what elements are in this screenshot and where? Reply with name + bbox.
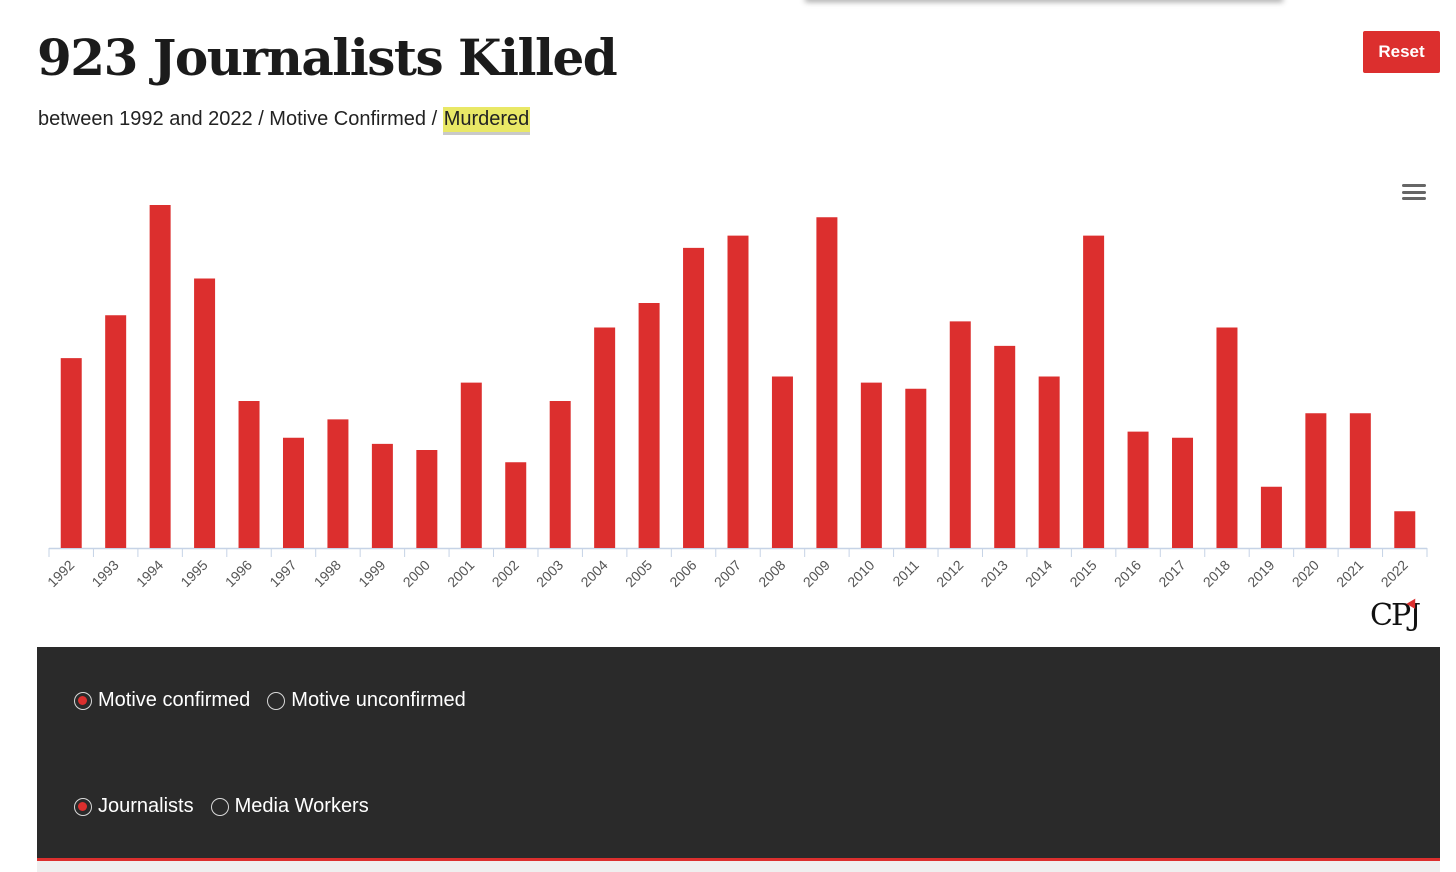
bar-2011[interactable] [905,388,927,548]
x-tick-label-2000: 2000 [400,557,433,590]
filter-panel: Motive confirmed Motive unconfirmed Jour… [37,647,1440,861]
x-tick-label-2006: 2006 [666,557,699,590]
x-tick-label-2020: 2020 [1289,557,1322,590]
x-tick-label-2019: 2019 [1244,557,1277,590]
page-title: 923 Journalists Killed [37,28,618,87]
x-tick-label-2012: 2012 [933,557,966,590]
x-tick-label-1992: 1992 [44,557,77,590]
bar-2015[interactable] [1083,235,1105,548]
bar-2002[interactable] [505,462,527,548]
bar-1993[interactable] [105,315,127,548]
radio-label: Motive unconfirmed [291,689,466,711]
bar-2005[interactable] [638,303,660,548]
radio-unselected-icon[interactable] [267,691,286,710]
x-tick-label-2022: 2022 [1378,557,1411,590]
footer-strip [37,861,1440,872]
page-subtitle: between 1992 and 2022 / Motive Confirmed… [38,107,531,135]
x-tick-label-2004: 2004 [577,557,610,590]
x-tick-label-2014: 2014 [1022,557,1055,590]
bar-2006[interactable] [683,247,705,548]
bar-1997[interactable] [282,437,304,548]
bar-1996[interactable] [238,401,260,548]
x-tick-label-1995: 1995 [177,557,210,590]
subtitle-highlight: Murdered [442,107,531,135]
cpj-logo-text: CPJ [1370,598,1421,633]
bar-2016[interactable] [1127,431,1149,548]
x-tick-label-2007: 2007 [711,557,744,590]
x-tick-label-2008: 2008 [755,557,788,590]
bar-2020[interactable] [1305,413,1327,548]
x-tick-label-1998: 1998 [311,557,344,590]
radio-unselected-icon[interactable] [210,797,229,816]
x-tick-label-2018: 2018 [1200,557,1233,590]
x-tick-label-2021: 2021 [1333,557,1366,590]
reset-button[interactable]: Reset [1363,31,1440,73]
radio-media-workers[interactable]: Media Workers [210,795,369,818]
x-tick-label-2011: 2011 [889,557,922,590]
bar-2003[interactable] [549,401,571,548]
bar-2009[interactable] [816,217,838,548]
bar-2021[interactable] [1349,413,1371,548]
radio-motive-confirmed[interactable]: Motive confirmed [74,689,250,712]
bar-2017[interactable] [1172,437,1194,548]
x-tick-label-2013: 2013 [977,557,1010,590]
bar-1994[interactable] [149,205,171,548]
x-tick-label-2015: 2015 [1066,557,1099,590]
bar-2007[interactable] [727,235,749,548]
x-tick-label-1994: 1994 [133,557,166,590]
x-tick-label-1996: 1996 [222,557,255,590]
x-tick-label-2016: 2016 [1111,557,1144,590]
bar-2014[interactable] [1038,376,1060,549]
subtitle-filters: between 1992 and 2022 / Motive Confirmed… [38,108,443,130]
bar-chart: 1992 1993 1994 1995 1996 1997 1998 1999 2000 2001… [44,205,1428,590]
bar-2018[interactable] [1216,327,1238,549]
x-tick-label-2009: 2009 [800,557,833,590]
x-tick-label-2010: 2010 [844,557,877,590]
bar-1992[interactable] [60,358,82,548]
x-tick-label-2002: 2002 [489,557,522,590]
bar-2010[interactable] [860,382,882,548]
x-tick-label-2005: 2005 [622,557,655,590]
x-tick-label-1997: 1997 [266,557,299,590]
bar-1995[interactable] [194,278,216,549]
bar-1999[interactable] [371,443,393,548]
radio-selected-icon[interactable] [74,797,92,816]
radio-label: Media Workers [234,795,369,817]
cpj-logo: CPJ [1370,596,1421,633]
role-radio-group: Journalists Media Workers [74,795,386,818]
radio-selected-icon[interactable] [74,691,92,710]
bar-2012[interactable] [949,321,971,548]
bar-2004[interactable] [594,327,616,549]
x-tick-label-2017: 2017 [1155,557,1188,590]
x-tick-label-2003: 2003 [533,557,566,590]
bar-2001[interactable] [460,382,482,548]
bar-2008[interactable] [771,376,793,549]
x-tick-label-1993: 1993 [88,557,121,590]
bar-2019[interactable] [1260,486,1282,548]
x-tick-label-2001: 2001 [444,557,477,590]
bar-1998[interactable] [327,419,349,548]
radio-journalists[interactable]: Journalists [74,795,194,818]
radio-label: Motive confirmed [98,689,251,711]
radio-label: Journalists [98,795,194,817]
x-tick-label-1999: 1999 [355,557,388,590]
radio-motive-unconfirmed[interactable]: Motive unconfirmed [267,689,466,712]
chart-menu-icon[interactable] [1402,184,1426,202]
bar-2013[interactable] [994,345,1016,548]
bar-2022[interactable] [1394,511,1416,548]
motive-radio-group: Motive confirmed Motive unconfirmed [74,689,483,712]
bar-2000[interactable] [416,450,438,548]
